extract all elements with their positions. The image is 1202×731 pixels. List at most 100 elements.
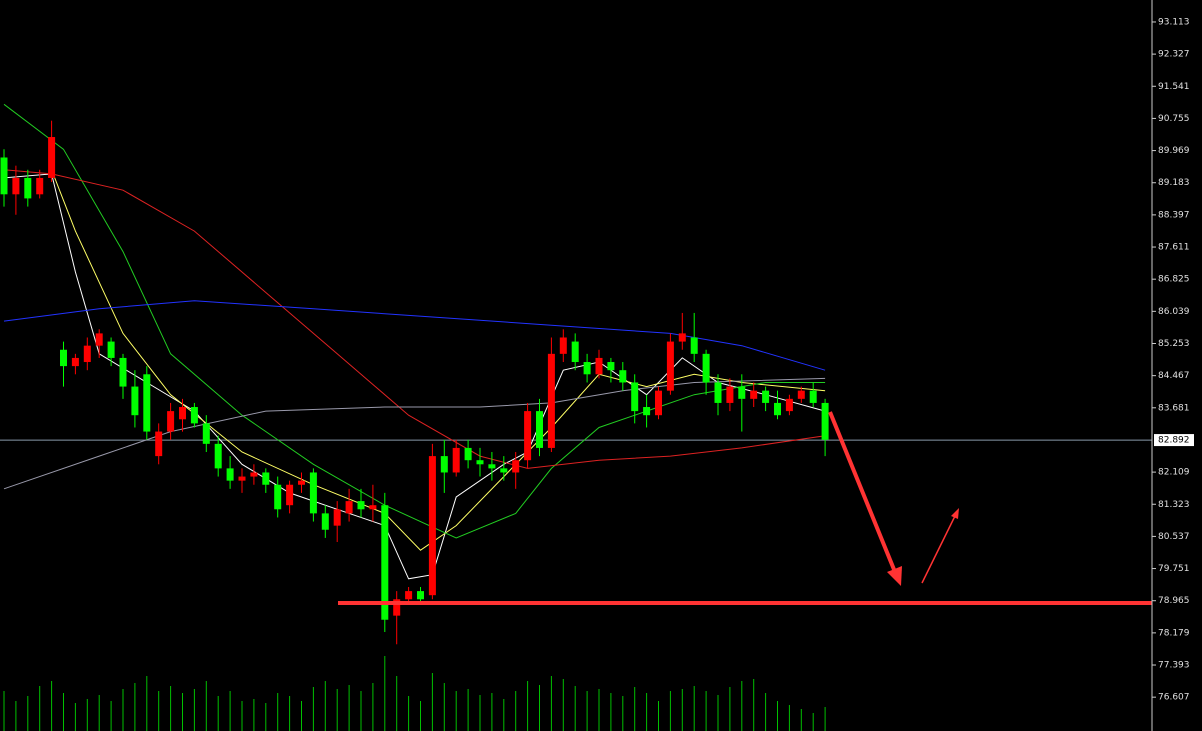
candle-body (0, 157, 8, 195)
forecast-arrow (828, 411, 897, 573)
y-tick-label: 85.253 (1158, 339, 1190, 349)
candle-body (524, 411, 532, 461)
candle-body (464, 447, 472, 461)
candle-body (131, 386, 139, 416)
y-tick-label: 84.467 (1158, 371, 1190, 381)
rebound-arrow (921, 515, 956, 584)
candle-body (428, 456, 436, 596)
candle-body (274, 484, 282, 510)
candle-body (298, 480, 305, 485)
candle-body (821, 402, 829, 440)
candle-body (393, 599, 401, 616)
candle-body (583, 362, 591, 375)
y-tick-label: 76.607 (1158, 693, 1190, 703)
candle-body (357, 501, 365, 510)
moving-average-line (3, 300, 826, 371)
candle-body (262, 472, 270, 485)
candle-body (559, 337, 567, 354)
forecast-arrowhead (887, 566, 902, 586)
candle-body (71, 357, 79, 367)
candle-body (179, 407, 186, 420)
y-tick-label: 83.681 (1158, 403, 1190, 413)
candle-body (785, 398, 793, 412)
y-tick-label: 87.611 (1158, 243, 1190, 253)
y-tick-label: 78.965 (1158, 596, 1190, 606)
candle-body (202, 423, 210, 444)
candle-layer (0, 120, 829, 645)
candle-body (36, 177, 44, 195)
moving-average-line (3, 103, 826, 539)
candle-body (619, 370, 627, 383)
candle-body (321, 513, 329, 530)
y-tick-label: 86.825 (1158, 275, 1190, 285)
y-tick-label: 89.183 (1158, 178, 1190, 188)
candle-body (83, 345, 91, 363)
candle-body (452, 447, 460, 473)
y-tick-label: 81.323 (1158, 500, 1190, 510)
candle-body (714, 382, 722, 403)
candle-body (643, 407, 651, 416)
candle-body (750, 390, 758, 399)
candle-body (726, 386, 734, 403)
candle-body (333, 509, 341, 526)
candle-body (309, 472, 317, 514)
rebound-arrowhead (951, 508, 959, 519)
candle-body (226, 468, 234, 481)
candle-body (405, 591, 413, 600)
price-axis: 93.113 92.327 91.541 90.755 89.969 89.183 88.3… (1152, 17, 1194, 703)
candle-body (440, 456, 448, 473)
current-price-label: 82.892 (1158, 436, 1190, 446)
candle-body (214, 443, 222, 469)
y-tick-label: 93.113 (1158, 17, 1190, 27)
candle-body (488, 464, 496, 469)
candle-body (48, 137, 56, 178)
candle-body (666, 341, 674, 391)
candle-body (797, 390, 805, 399)
y-tick-label: 78.179 (1158, 628, 1190, 638)
candle-body (690, 337, 698, 354)
candle-body (250, 472, 258, 477)
candle-body (631, 382, 639, 412)
y-tick-label: 86.039 (1158, 307, 1190, 317)
candle-body (738, 386, 746, 399)
candle-body (12, 177, 20, 195)
annotation-layer (338, 411, 1152, 605)
candle-body (547, 353, 555, 448)
candle-body (571, 341, 579, 363)
candle-body (702, 353, 710, 383)
y-tick-label: 88.397 (1158, 210, 1190, 220)
candle-body (369, 505, 377, 510)
candle-body (286, 484, 294, 506)
y-tick-label: 91.541 (1158, 82, 1190, 92)
y-tick-label: 89.969 (1158, 146, 1190, 156)
candle-body (381, 505, 389, 620)
candle-body (536, 411, 543, 448)
candle-body (476, 460, 484, 465)
candle-body (512, 460, 520, 473)
candle-body (595, 357, 603, 375)
candle-body (345, 501, 353, 514)
candle-body (119, 357, 127, 387)
y-tick-label: 77.393 (1158, 661, 1190, 671)
candle-body (190, 407, 198, 424)
y-tick-label: 82.109 (1158, 468, 1190, 478)
candle-body (95, 333, 103, 346)
candle-body (107, 341, 115, 358)
candle-body (60, 349, 67, 367)
candle-body (167, 411, 175, 432)
y-tick-label: 90.755 (1158, 114, 1190, 124)
moving-average-line (3, 169, 826, 469)
candle-body (417, 591, 424, 600)
y-tick-label: 92.327 (1158, 50, 1190, 60)
candle-body (24, 177, 32, 199)
candle-body (143, 374, 151, 432)
candle-body (155, 431, 163, 457)
y-tick-label: 80.537 (1158, 532, 1190, 542)
candle-body (762, 390, 770, 403)
candle-body (500, 468, 508, 473)
volume-layer (3, 656, 826, 731)
candle-body (607, 362, 615, 371)
candle-body (678, 333, 686, 342)
